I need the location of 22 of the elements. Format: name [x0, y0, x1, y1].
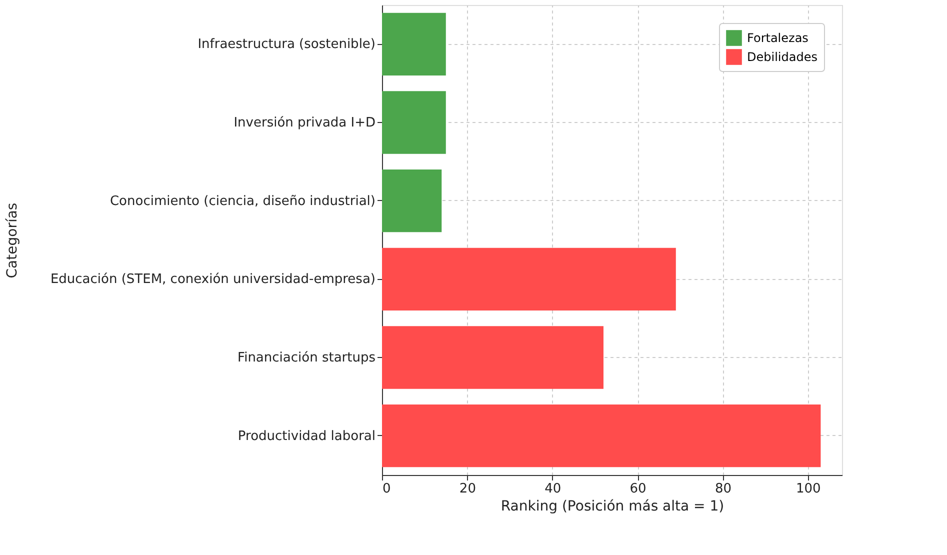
bar [382, 12, 446, 76]
y-tick-label: Educación (STEM, conexión universidad-empresa) [50, 272, 376, 288]
x-tick-label: 100 [796, 482, 821, 496]
y-tick-label: Productividad laboral [238, 428, 376, 444]
x-tick-label: 60 [630, 482, 646, 496]
x-tick-label: 0 [382, 482, 391, 496]
x-tick-label: 40 [544, 482, 562, 496]
bar [382, 326, 604, 389]
x-tick-label: 20 [459, 482, 476, 496]
y-axis-title: Categorías [4, 202, 21, 278]
y-tick-label: Infraestructura (sostenible) [198, 37, 376, 52]
y-tick-label: Financiación startups [238, 350, 376, 366]
y-tick-label: Inversión privada I+D [234, 116, 376, 130]
bar [382, 248, 676, 310]
legend-label: Debilidades [747, 50, 818, 64]
legend-label: Fortalezas [747, 31, 808, 45]
bar [382, 404, 821, 468]
x-tick-label: 80 [714, 482, 732, 496]
y-tick-label: Conocimiento (ciencia, diseño industrial) [110, 194, 376, 209]
bar [382, 170, 442, 232]
bar [382, 91, 446, 154]
x-axis-title: Ranking (Posición más alta = 1) [500, 498, 724, 514]
